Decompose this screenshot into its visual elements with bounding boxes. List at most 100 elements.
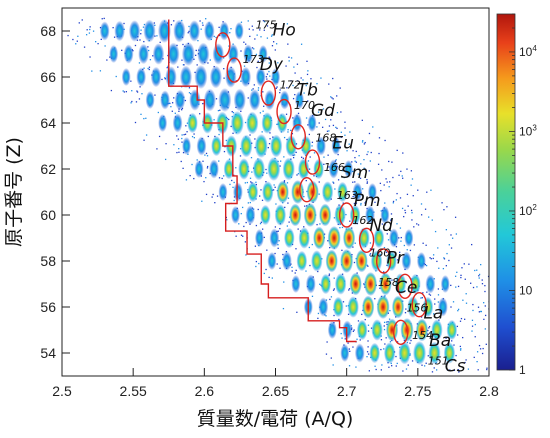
count-speckle <box>427 216 430 218</box>
count-speckle <box>295 151 297 154</box>
count-speckle <box>131 100 133 103</box>
count-speckle <box>352 246 354 248</box>
isotope-element-symbol: Ho <box>273 21 296 41</box>
count-speckle <box>205 18 207 20</box>
count-speckle <box>344 338 346 340</box>
count-speckle <box>368 132 371 135</box>
count-speckle <box>474 323 476 326</box>
nuclide-cluster <box>440 275 450 293</box>
count-speckle <box>318 122 320 124</box>
count-speckle <box>355 161 358 163</box>
count-speckle <box>195 54 197 56</box>
count-speckle <box>457 285 460 288</box>
nuclide-cluster <box>243 44 254 64</box>
count-speckle <box>402 152 404 154</box>
count-speckle <box>216 195 219 197</box>
nuclide-cluster <box>415 318 429 342</box>
count-speckle <box>232 132 234 134</box>
isotope-mass-number: 170 <box>294 99 315 112</box>
count-speckle <box>232 111 235 114</box>
count-speckle <box>459 349 462 351</box>
count-speckle <box>390 219 392 221</box>
nuclide-cluster <box>446 319 458 341</box>
count-speckle <box>95 41 97 43</box>
count-speckle <box>243 41 245 43</box>
count-speckle <box>206 165 209 168</box>
count-speckle <box>349 220 351 222</box>
count-speckle <box>402 177 404 179</box>
count-speckle <box>532 356 533 357</box>
count-density-blobs <box>67 17 533 373</box>
count-speckle <box>221 177 223 180</box>
count-speckle <box>165 143 167 145</box>
count-speckle <box>434 303 436 305</box>
count-speckle <box>290 80 292 82</box>
count-speckle <box>268 56 270 58</box>
count-speckle <box>381 169 383 171</box>
count-speckle <box>416 223 418 225</box>
count-speckle <box>439 316 442 319</box>
count-speckle <box>432 257 434 260</box>
count-speckle <box>148 49 150 52</box>
count-speckle <box>269 132 271 134</box>
count-speckle <box>403 244 406 247</box>
count-speckle <box>311 295 314 297</box>
count-speckle <box>484 314 487 317</box>
count-speckle <box>230 28 232 30</box>
count-speckle <box>260 189 262 191</box>
count-speckle <box>326 341 328 343</box>
count-speckle <box>450 306 452 308</box>
count-speckle <box>344 121 346 123</box>
count-speckle <box>167 65 169 68</box>
nuclide-cluster <box>362 295 375 319</box>
count-speckle <box>297 112 300 115</box>
count-speckle <box>367 353 370 355</box>
nuclide-cluster <box>386 250 397 272</box>
colorbar-tick-label: 103 <box>519 123 537 138</box>
count-speckle <box>374 298 376 300</box>
count-speckle <box>485 343 487 345</box>
count-speckle <box>428 293 430 295</box>
count-speckle <box>140 113 142 116</box>
nuclide-cluster <box>109 45 119 63</box>
count-speckle <box>240 110 242 113</box>
count-speckle <box>401 207 404 210</box>
count-speckle <box>253 84 255 86</box>
count-speckle <box>249 201 251 204</box>
count-speckle <box>369 248 372 250</box>
count-speckle <box>332 77 334 80</box>
nuclide-cluster <box>327 226 341 250</box>
count-speckle <box>437 301 439 303</box>
count-speckle <box>346 150 348 152</box>
count-speckle <box>263 29 265 31</box>
count-speckle <box>392 200 395 203</box>
nuclide-cluster <box>121 68 131 86</box>
nuclide-cluster <box>443 342 456 364</box>
count-speckle <box>328 273 331 275</box>
nuclide-cluster <box>313 226 326 250</box>
count-speckle <box>265 268 267 271</box>
count-speckle <box>327 154 329 156</box>
count-speckle <box>339 87 341 89</box>
isotope-mass-number: 156 <box>406 302 427 315</box>
count-speckle <box>274 226 277 228</box>
y-tick-label: 56 <box>40 299 56 315</box>
count-speckle <box>228 118 230 121</box>
nuclide-cluster <box>369 342 381 364</box>
count-speckle <box>452 301 455 303</box>
count-speckle <box>164 158 167 161</box>
count-speckle <box>471 325 474 327</box>
count-speckle <box>233 181 235 184</box>
nuclide-cluster <box>373 227 385 249</box>
count-speckle <box>443 209 445 211</box>
count-speckle <box>178 110 180 112</box>
count-speckle <box>362 188 364 190</box>
count-speckle <box>483 318 485 321</box>
count-speckle <box>388 366 390 368</box>
count-speckle <box>445 362 448 365</box>
nuclide-cluster <box>188 20 201 42</box>
count-speckle <box>287 43 289 45</box>
count-speckle <box>347 313 350 315</box>
count-speckle <box>159 41 161 44</box>
nuclide-cluster <box>292 113 303 133</box>
